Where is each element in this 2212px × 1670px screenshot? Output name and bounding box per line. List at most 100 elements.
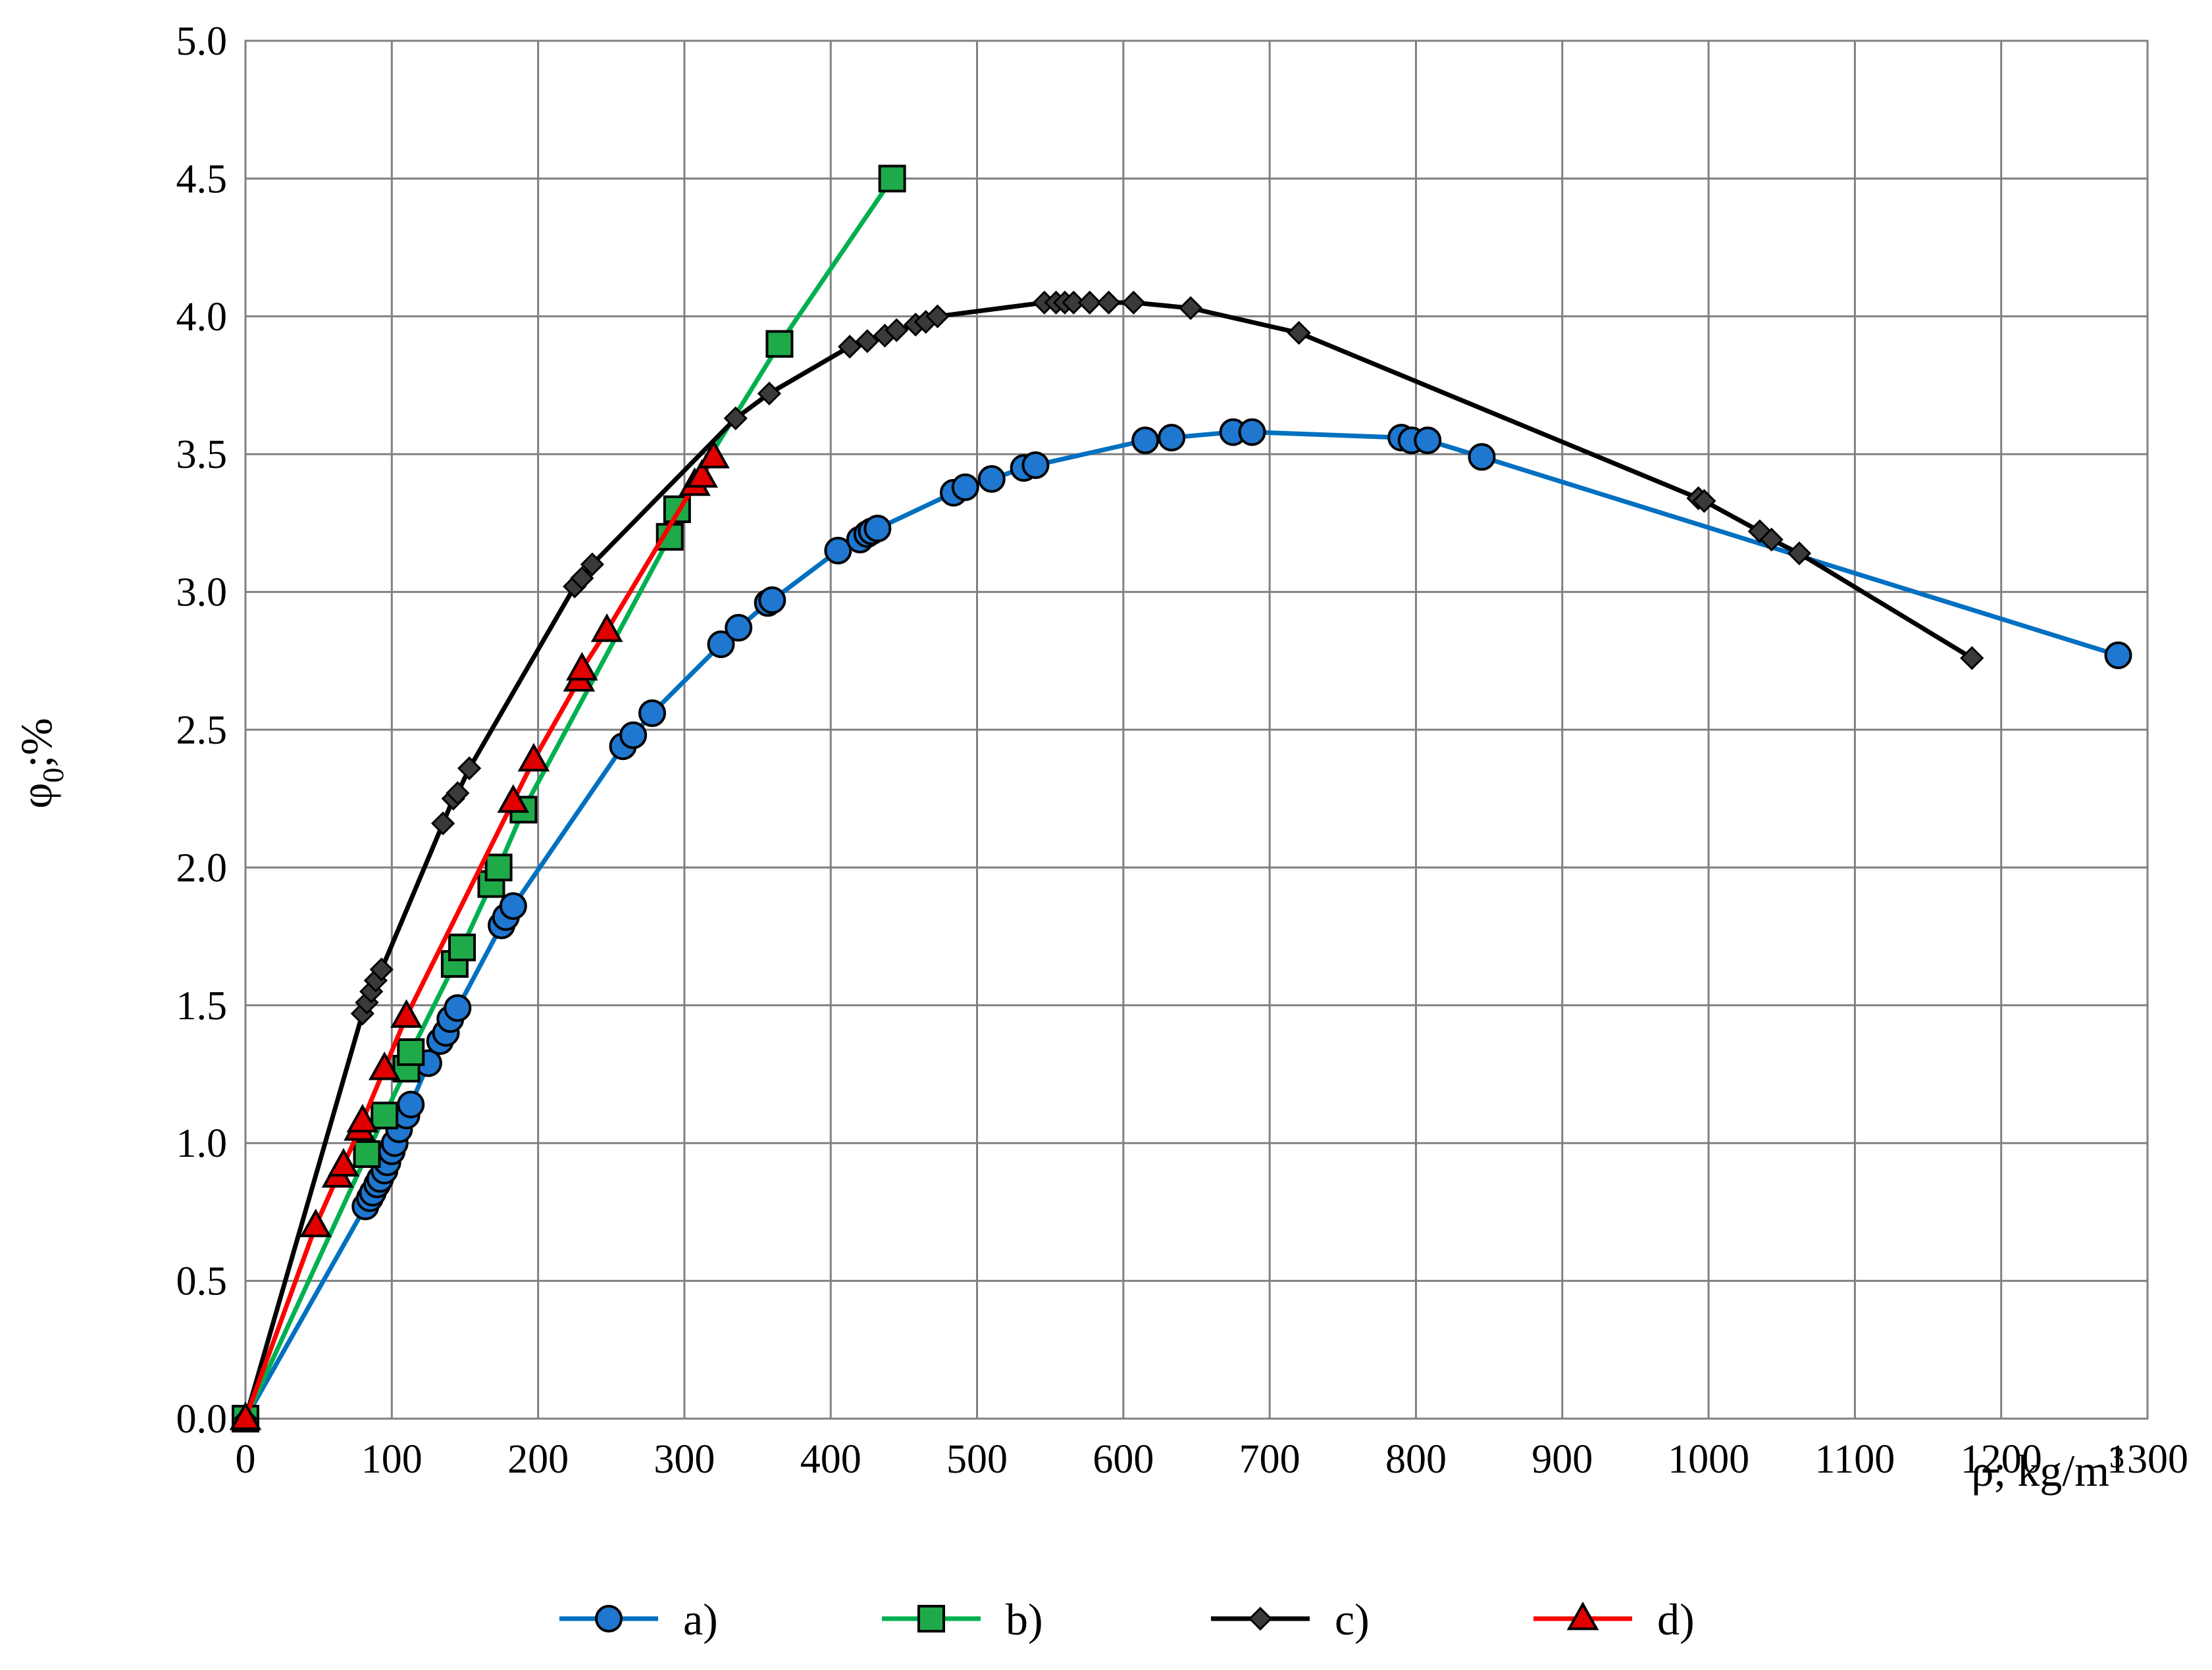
legend-marker — [595, 1605, 623, 1632]
data-point — [1158, 424, 1186, 452]
data-point — [1178, 296, 1203, 320]
data-point — [1287, 320, 1311, 345]
x-tick-label: 400 — [800, 1437, 862, 1482]
data-point — [838, 334, 862, 359]
data-point — [878, 164, 906, 193]
data-point — [368, 1051, 401, 1080]
legend-label: d) — [1657, 1594, 1695, 1644]
y-tick-label: 5.0 — [176, 19, 228, 64]
data-point — [723, 406, 748, 430]
data-point — [371, 1101, 399, 1130]
data-point — [517, 742, 550, 772]
x-axis-title-superscript: 3 — [2109, 1440, 2124, 1474]
data-point — [2104, 641, 2132, 669]
series-4 — [229, 440, 730, 1430]
data-point — [698, 440, 730, 468]
series-line — [243, 176, 895, 1421]
data-point — [570, 566, 594, 590]
data-point — [1096, 290, 1121, 315]
x-tick-label: 600 — [1093, 1437, 1154, 1482]
x-tick-label: 1100 — [1815, 1437, 1895, 1482]
data-point — [863, 515, 892, 543]
x-tick-label: 100 — [361, 1437, 423, 1482]
series-line — [243, 454, 716, 1421]
plot-area-frame — [244, 39, 2149, 1420]
data-point — [758, 586, 786, 615]
data-point — [707, 630, 735, 659]
data-point — [1238, 418, 1266, 446]
data-point — [1131, 426, 1160, 455]
data-point — [448, 933, 476, 961]
x-tick-label: 300 — [654, 1437, 715, 1482]
data-point — [390, 999, 423, 1028]
legend-label: b) — [1006, 1594, 1043, 1644]
data-point — [1759, 527, 1784, 552]
data-point — [1062, 290, 1086, 315]
data-point — [619, 721, 648, 749]
legend-item: c) — [1211, 1594, 1370, 1644]
x-axis-tick-labels: 0 100 200 300 400 500 600 700 800 900 1000 1100 1200… — [236, 1437, 2189, 1482]
data-point — [855, 329, 879, 353]
y-tick-label: 3.0 — [176, 570, 228, 615]
y-tick-label: 4.5 — [176, 157, 228, 201]
data-point — [499, 892, 527, 921]
data-point — [1077, 290, 1102, 315]
legend-item: b) — [882, 1594, 1043, 1644]
x-tick-label: 1200 — [1961, 1437, 2042, 1482]
y-tick-label: 0.0 — [176, 1397, 228, 1442]
data-point — [1468, 443, 1496, 471]
series-2 — [232, 164, 906, 1432]
series-3 — [233, 290, 1984, 1431]
data-point — [757, 381, 781, 406]
data-point — [446, 781, 470, 805]
data-point — [638, 699, 667, 727]
legend-marker — [1566, 1601, 1599, 1631]
y-axis-title: φ0;% — [11, 718, 70, 809]
legend: a) b) c) d) — [559, 1594, 1695, 1644]
legend-label: a) — [683, 1594, 718, 1644]
data-point — [1414, 426, 1442, 455]
y-tick-label: 3.5 — [176, 432, 228, 477]
data-point — [1787, 541, 1812, 566]
data-point — [1121, 290, 1146, 315]
data-point — [765, 330, 794, 358]
x-tick-label: 0 — [236, 1437, 256, 1482]
data-point — [1692, 489, 1716, 513]
data-point — [686, 459, 718, 488]
data-point — [397, 1038, 425, 1066]
data-point — [824, 536, 852, 565]
data-point — [1960, 645, 1984, 671]
x-axis-title-text: ρ; kg/m — [1971, 1446, 2109, 1496]
data-point — [725, 614, 753, 642]
y-axis-title-suffix: ;% — [11, 718, 61, 768]
y-tick-label: 2.5 — [176, 708, 228, 753]
y-axis-title-subscript: 0 — [36, 768, 70, 783]
legend-item: d) — [1533, 1594, 1695, 1644]
series-1 — [232, 418, 2132, 1432]
x-tick-label: 800 — [1385, 1437, 1447, 1482]
series-group — [229, 164, 2132, 1432]
y-tick-label: 0.5 — [176, 1259, 228, 1304]
x-tick-label: 700 — [1239, 1437, 1300, 1482]
legend-label: c) — [1335, 1594, 1370, 1644]
data-point — [327, 1148, 360, 1177]
legend-marker — [1248, 1606, 1273, 1631]
y-tick-label: 2.0 — [176, 846, 228, 890]
x-tick-label: 1000 — [1668, 1437, 1749, 1482]
data-point — [229, 1401, 262, 1430]
data-point — [369, 957, 394, 982]
data-point — [457, 756, 482, 780]
x-axis-title: ρ; kg/m3 — [1971, 1440, 2124, 1496]
data-point — [977, 465, 1006, 493]
data-point — [484, 853, 513, 882]
data-point — [346, 1103, 379, 1133]
data-point — [353, 1140, 381, 1168]
legend-item: a) — [559, 1594, 718, 1644]
grid — [244, 39, 2149, 1420]
data-point — [590, 613, 623, 642]
x-tick-label: 900 — [1531, 1437, 1593, 1482]
data-point — [397, 1090, 425, 1119]
legend-marker — [917, 1605, 945, 1632]
y-axis-title-symbol: φ — [11, 783, 61, 809]
